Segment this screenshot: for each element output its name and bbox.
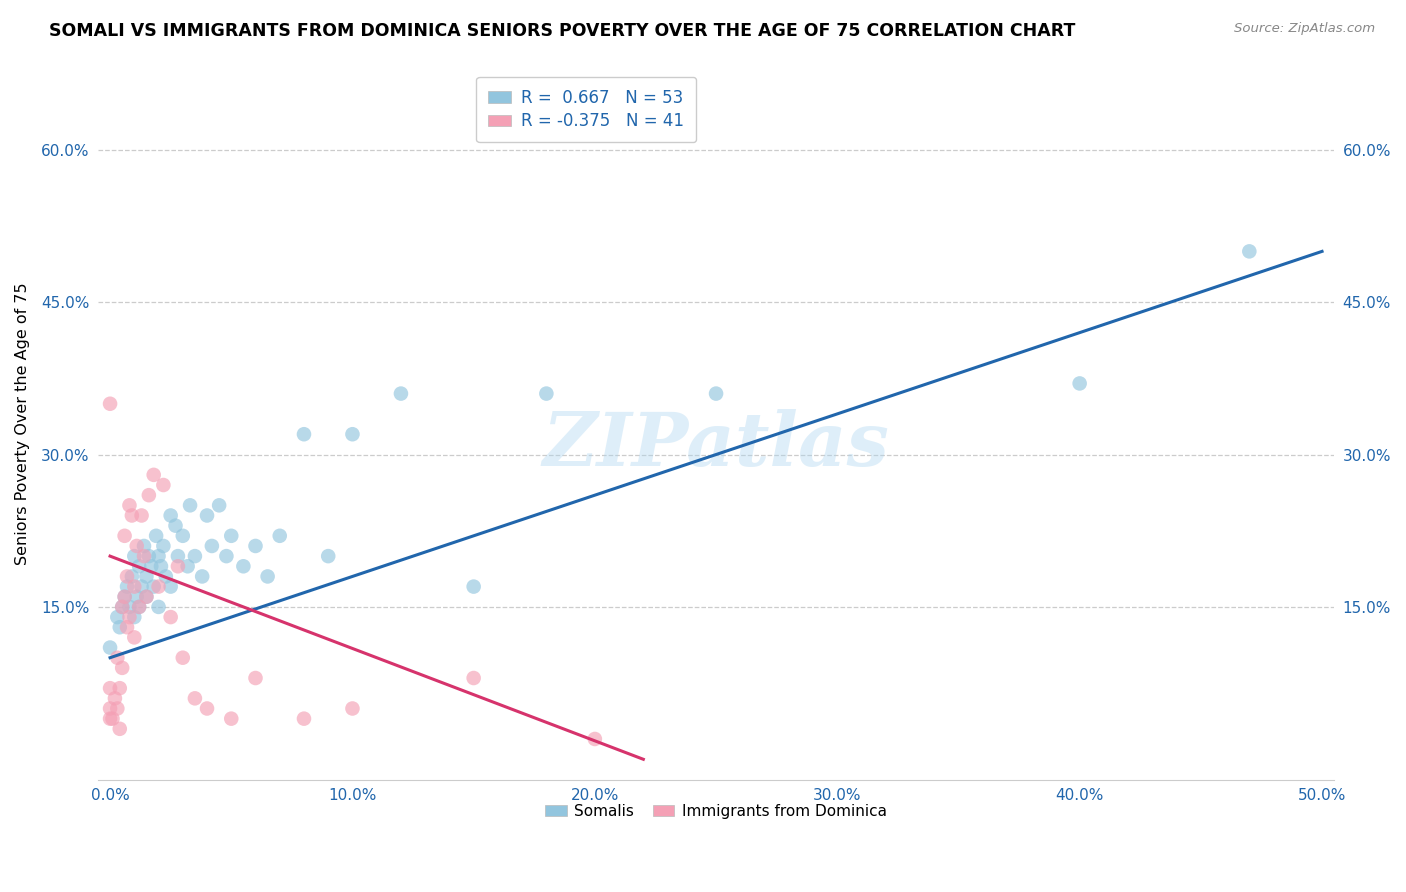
Point bbox=[111, 661, 134, 675]
Point bbox=[256, 569, 278, 583]
Point bbox=[1069, 376, 1091, 391]
Point bbox=[124, 580, 146, 594]
Point bbox=[269, 529, 291, 543]
Point bbox=[245, 539, 267, 553]
Point bbox=[215, 549, 238, 563]
Point bbox=[105, 701, 128, 715]
Point bbox=[165, 518, 187, 533]
Point bbox=[148, 599, 170, 614]
Point bbox=[108, 722, 131, 736]
Point bbox=[142, 467, 165, 482]
Point bbox=[114, 529, 136, 543]
Point bbox=[389, 386, 412, 401]
Point bbox=[148, 580, 170, 594]
Point bbox=[111, 599, 134, 614]
Point bbox=[108, 681, 131, 696]
Point bbox=[138, 549, 160, 563]
Point bbox=[463, 580, 485, 594]
Text: SOMALI VS IMMIGRANTS FROM DOMINICA SENIORS POVERTY OVER THE AGE OF 75 CORRELATIO: SOMALI VS IMMIGRANTS FROM DOMINICA SENIO… bbox=[49, 22, 1076, 40]
Point bbox=[159, 610, 181, 624]
Point bbox=[167, 549, 190, 563]
Point bbox=[152, 539, 174, 553]
Point bbox=[108, 620, 131, 634]
Point bbox=[131, 508, 153, 523]
Point bbox=[342, 701, 364, 715]
Point bbox=[463, 671, 485, 685]
Legend: Somalis, Immigrants from Dominica: Somalis, Immigrants from Dominica bbox=[540, 798, 893, 825]
Point bbox=[115, 569, 138, 583]
Point bbox=[167, 559, 190, 574]
Point bbox=[232, 559, 254, 574]
Point bbox=[342, 427, 364, 442]
Y-axis label: Seniors Poverty Over the Age of 75: Seniors Poverty Over the Age of 75 bbox=[15, 283, 30, 566]
Point bbox=[195, 701, 218, 715]
Point bbox=[125, 590, 148, 604]
Point bbox=[142, 580, 165, 594]
Point bbox=[159, 580, 181, 594]
Point bbox=[316, 549, 339, 563]
Point bbox=[135, 569, 157, 583]
Point bbox=[121, 508, 143, 523]
Point bbox=[536, 386, 558, 401]
Point bbox=[105, 650, 128, 665]
Point bbox=[98, 397, 121, 411]
Point bbox=[128, 599, 150, 614]
Point bbox=[145, 529, 167, 543]
Point bbox=[115, 580, 138, 594]
Point bbox=[111, 599, 134, 614]
Point bbox=[292, 427, 315, 442]
Point bbox=[125, 539, 148, 553]
Point bbox=[201, 539, 224, 553]
Text: ZIPatlas: ZIPatlas bbox=[543, 409, 890, 482]
Point bbox=[118, 599, 141, 614]
Point bbox=[148, 549, 170, 563]
Point bbox=[135, 590, 157, 604]
Point bbox=[141, 559, 163, 574]
Point bbox=[105, 610, 128, 624]
Point bbox=[1239, 244, 1261, 259]
Point bbox=[179, 499, 201, 513]
Point bbox=[152, 478, 174, 492]
Point bbox=[101, 712, 124, 726]
Point bbox=[98, 701, 121, 715]
Point bbox=[124, 631, 146, 645]
Point bbox=[208, 499, 231, 513]
Point bbox=[104, 691, 127, 706]
Point bbox=[132, 549, 155, 563]
Point bbox=[124, 610, 146, 624]
Point bbox=[583, 731, 606, 746]
Point bbox=[149, 559, 172, 574]
Point bbox=[98, 712, 121, 726]
Point bbox=[219, 529, 242, 543]
Point bbox=[219, 712, 242, 726]
Point bbox=[128, 599, 150, 614]
Text: Source: ZipAtlas.com: Source: ZipAtlas.com bbox=[1234, 22, 1375, 36]
Point bbox=[131, 580, 153, 594]
Point bbox=[292, 712, 315, 726]
Point bbox=[184, 691, 207, 706]
Point bbox=[118, 499, 141, 513]
Point bbox=[172, 650, 194, 665]
Point bbox=[135, 590, 157, 604]
Point bbox=[191, 569, 214, 583]
Point bbox=[98, 681, 121, 696]
Point bbox=[115, 620, 138, 634]
Point bbox=[128, 559, 150, 574]
Point bbox=[124, 549, 146, 563]
Point bbox=[121, 569, 143, 583]
Point bbox=[245, 671, 267, 685]
Point bbox=[114, 590, 136, 604]
Point bbox=[98, 640, 121, 655]
Point bbox=[155, 569, 177, 583]
Point bbox=[195, 508, 218, 523]
Point bbox=[704, 386, 727, 401]
Point bbox=[114, 590, 136, 604]
Point bbox=[176, 559, 198, 574]
Point bbox=[132, 539, 155, 553]
Point bbox=[159, 508, 181, 523]
Point bbox=[118, 610, 141, 624]
Point bbox=[172, 529, 194, 543]
Point bbox=[184, 549, 207, 563]
Point bbox=[138, 488, 160, 502]
